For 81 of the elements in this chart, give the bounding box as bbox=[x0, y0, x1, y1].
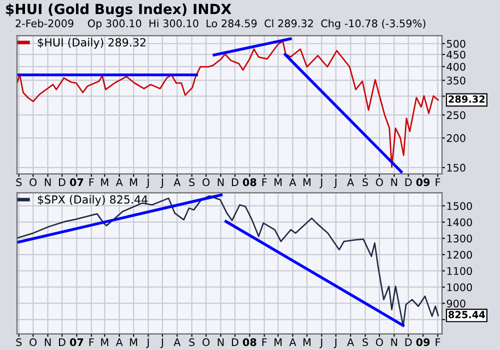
x-tick-label: N bbox=[44, 178, 51, 186]
x-tick-label: O bbox=[202, 178, 210, 186]
x-tick-label: A bbox=[347, 178, 354, 186]
x-tick-label: J bbox=[334, 178, 336, 188]
chart-title: $HUI (Gold Bugs Index) INDX bbox=[6, 4, 232, 18]
x-tick-label: 07 bbox=[70, 178, 84, 186]
y-tick-label: 500 bbox=[446, 40, 466, 48]
x-tick-label: D bbox=[232, 178, 238, 186]
y-tick-label: 450 bbox=[446, 50, 466, 59]
x-tick-label: F bbox=[89, 338, 94, 346]
x-tick-label: M bbox=[274, 178, 282, 186]
x-tick-label: S bbox=[362, 338, 368, 346]
x-tick-label: S bbox=[362, 178, 368, 186]
x-tick-label: N bbox=[44, 338, 51, 346]
x-tick-label: M bbox=[303, 338, 310, 346]
y-tick-label: 900 bbox=[446, 300, 466, 308]
x-tick-label: 08 bbox=[242, 178, 256, 186]
x-tick-label: M bbox=[274, 338, 282, 346]
x-tick-label: D bbox=[232, 338, 238, 346]
x-tick-label: F bbox=[436, 338, 440, 346]
x-tick-label: O bbox=[202, 338, 210, 346]
x-tick-label: A bbox=[347, 338, 354, 346]
x-tick-label: J bbox=[160, 338, 163, 348]
y-tick-label: 1500 bbox=[447, 202, 472, 210]
x-tick-label: M bbox=[101, 338, 108, 346]
x-tick-label: A bbox=[116, 178, 123, 186]
x-tick-label: 09 bbox=[416, 178, 430, 186]
x-tick-label: J bbox=[146, 178, 149, 188]
y-tick-label: 1200 bbox=[447, 250, 472, 259]
y-tick-label: 1100 bbox=[447, 267, 472, 275]
x-tick-label: F bbox=[262, 178, 267, 186]
y-tick-label: 1400 bbox=[447, 218, 472, 226]
annotation: 289.32 bbox=[448, 95, 485, 103]
x-tick-label: S bbox=[189, 338, 195, 346]
x-tick-label: 09 bbox=[416, 338, 430, 346]
x-tick-label: N bbox=[218, 178, 224, 186]
x-tick-label: J bbox=[160, 178, 163, 188]
y-tick-label: 1000 bbox=[447, 283, 472, 292]
x-tick-label: O bbox=[376, 338, 383, 346]
x-tick-label: O bbox=[30, 338, 37, 346]
y-tick-label: 250 bbox=[446, 111, 466, 120]
x-tick-label: D bbox=[59, 178, 66, 186]
x-tick-label: D bbox=[59, 338, 66, 346]
x-tick-label: A bbox=[289, 178, 296, 186]
x-tick-label: N bbox=[391, 178, 398, 186]
y-tick-label: 150 bbox=[447, 164, 466, 172]
legend-label: $HUI (Daily) 289.32 bbox=[38, 38, 146, 49]
chart-subtitle: 2-Feb-2009 Op 300.10 Hi 300.10 Lo 284.59 Cl 289.32 Chg -10.78 (-3.59%) bbox=[16, 19, 426, 30]
x-tick-label: O bbox=[376, 178, 383, 186]
x-tick-label: S bbox=[16, 338, 22, 346]
x-tick-label: N bbox=[218, 338, 224, 346]
x-tick-label: F bbox=[262, 338, 267, 346]
x-tick-label: O bbox=[30, 178, 37, 186]
x-tick-label: S bbox=[189, 178, 195, 186]
x-tick-label: 07 bbox=[70, 338, 84, 346]
x-tick-label: M bbox=[101, 178, 108, 186]
x-tick-label: A bbox=[174, 338, 181, 346]
x-tick-label: F bbox=[89, 178, 94, 186]
x-tick-label: 08 bbox=[242, 338, 256, 346]
x-tick-label: A bbox=[174, 178, 181, 186]
line-series bbox=[17, 195, 439, 327]
x-tick-label: N bbox=[391, 338, 398, 346]
x-tick-label: M bbox=[130, 178, 138, 186]
x-tick-label: D bbox=[405, 178, 412, 186]
x-tick-label: D bbox=[405, 338, 412, 346]
legend-label: $SPX (Daily) 825.44 bbox=[38, 195, 148, 206]
x-tick-label: J bbox=[334, 338, 336, 348]
x-tick-label: J bbox=[320, 338, 322, 348]
annotation: 825.44 bbox=[448, 310, 485, 318]
x-tick-label: J bbox=[320, 178, 322, 188]
x-tick-label: M bbox=[303, 178, 310, 186]
y-tick-label: 200 bbox=[446, 134, 466, 142]
x-tick-label: J bbox=[146, 338, 149, 348]
y-tick-label: 350 bbox=[446, 76, 466, 84]
y-tick-label: 1300 bbox=[447, 234, 472, 242]
x-tick-label: F bbox=[436, 178, 440, 186]
x-tick-label: A bbox=[116, 338, 123, 346]
x-tick-label: M bbox=[130, 338, 138, 346]
x-tick-label: A bbox=[289, 338, 296, 346]
y-tick-label: 400 bbox=[446, 62, 466, 71]
x-tick-label: S bbox=[16, 178, 22, 186]
